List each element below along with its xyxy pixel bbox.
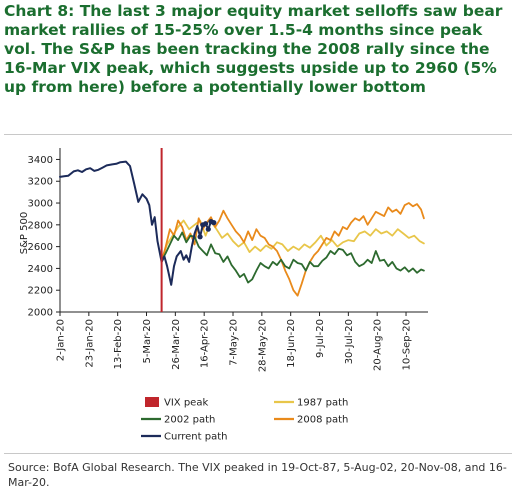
chart: 2000 2200 2400 2600 2800 3000 3200 3400 S&P 500…: [19, 148, 428, 443]
y-tick-label: 3200: [28, 177, 53, 188]
title-divider: [4, 134, 512, 135]
x-tick-label: 9-Jul-20: [315, 319, 326, 358]
current-path-marker: [205, 226, 211, 232]
legend-vix-peak-label: VIX peak: [164, 398, 208, 409]
y-tick-label: 2600: [28, 242, 53, 253]
current-path-marker: [203, 221, 209, 227]
x-tick-label: 10-Sep-20: [402, 319, 413, 371]
x-tick-label: 2-Jan-20: [56, 319, 67, 361]
legend-vix-peak-swatch: [145, 397, 159, 407]
y-tick-label: 2200: [28, 286, 53, 297]
y-tick-label: 2400: [28, 264, 53, 275]
footer-divider: [4, 453, 512, 454]
x-tick-labels: 2-Jan-20 23-Jan-20 13-Feb-20 5-Mar-20 26-Mar…: [56, 319, 413, 372]
series-current-path: [59, 160, 215, 286]
y-axis-label: S&P 500: [19, 212, 30, 254]
x-tick-label: 13-Feb-20: [113, 319, 124, 369]
x-tick-label: 16-Apr-20: [200, 319, 211, 368]
y-tick-label: 3000: [28, 199, 53, 210]
series-2002-path: [160, 231, 425, 284]
series-layer: [59, 160, 425, 297]
x-tick-label: 23-Jan-20: [84, 319, 95, 368]
legend-2008-path-label: 2008 path: [297, 415, 348, 426]
x-tick-label: 28-May-20: [257, 319, 268, 372]
x-tick-label: 5-Mar-20: [142, 319, 153, 364]
x-tick-label: 7-May-20: [229, 319, 240, 366]
chart-title: Chart 8: The last 3 major equity market …: [4, 2, 503, 96]
legend: VIX peak 2002 path Current path 1987 path 20…: [141, 397, 348, 443]
current-path-marker: [211, 220, 217, 226]
x-tick-label: 20-Aug-20: [373, 319, 384, 371]
y-tick-labels: 2000 2200 2400 2600 2800 3000 3200 3400: [28, 155, 53, 319]
legend-2002-path-label: 2002 path: [164, 415, 215, 426]
legend-1987-path-label: 1987 path: [297, 398, 348, 409]
legend-current-path-label: Current path: [164, 432, 227, 443]
source-note: Source: BofA Global Research. The VIX pe…: [8, 461, 507, 489]
x-tick-label: 30-Jul-20: [344, 319, 355, 364]
y-tick-label: 2800: [28, 220, 53, 231]
y-tick-label: 2000: [28, 308, 53, 319]
y-tick-label: 3400: [28, 155, 53, 166]
chart-axes: [56, 148, 428, 316]
series-1987-path: [160, 219, 425, 261]
current-path-marker: [197, 234, 203, 240]
x-tick-label: 18-Jun-20: [286, 319, 297, 368]
x-tick-label: 26-Mar-20: [171, 319, 182, 370]
